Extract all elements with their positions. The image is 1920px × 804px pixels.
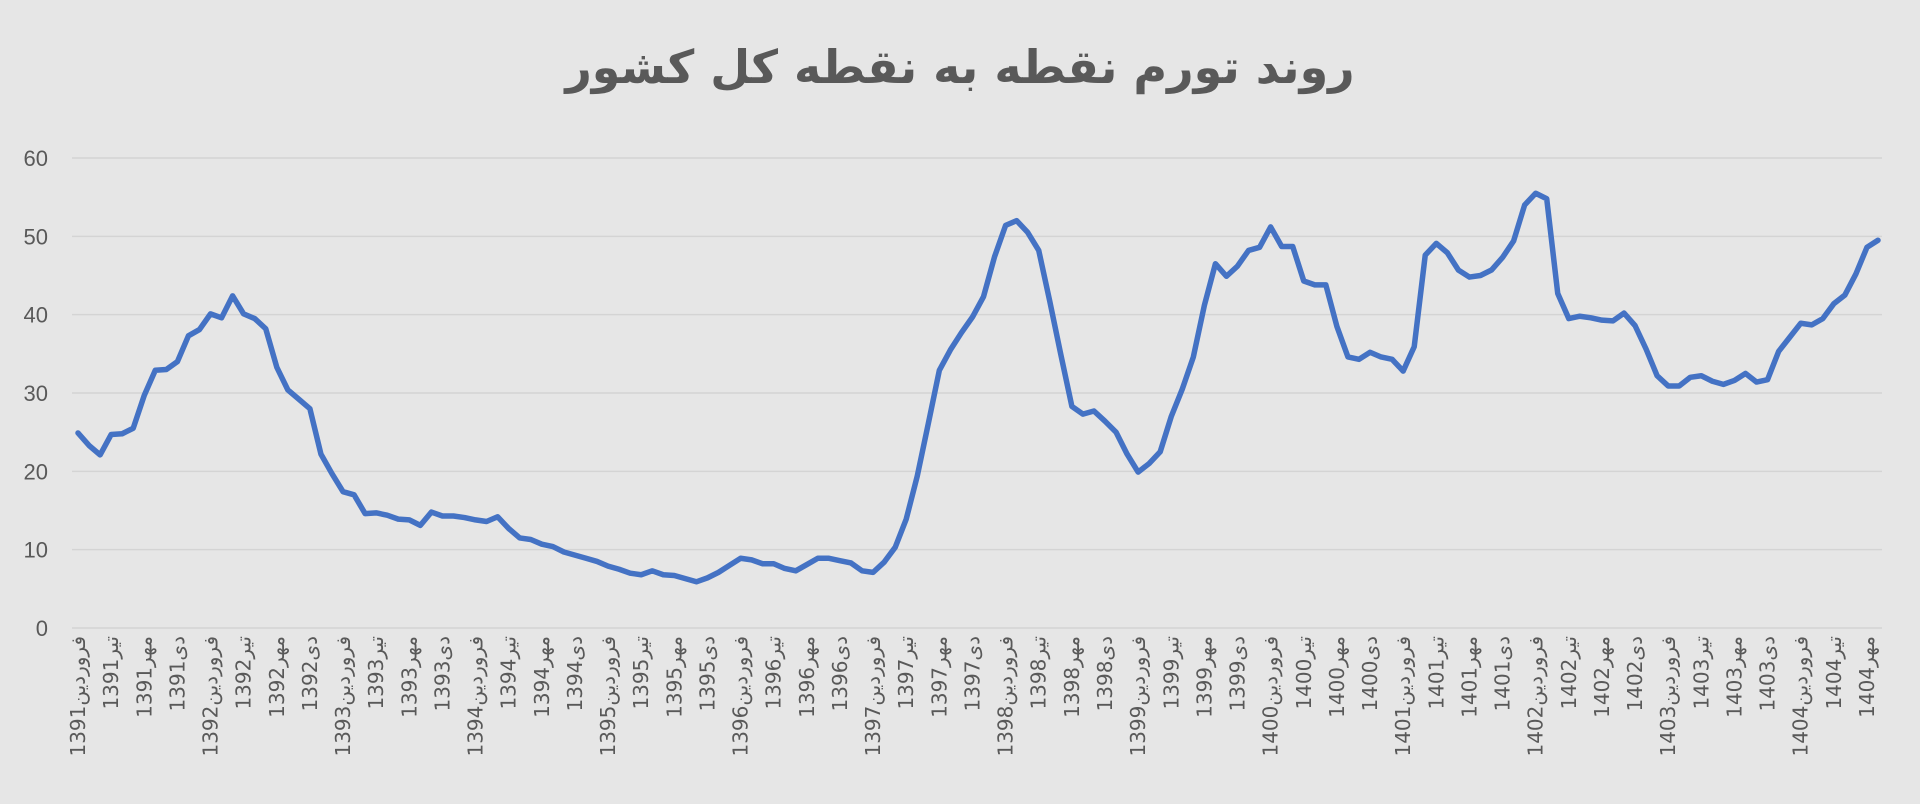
x-tick-label: تیر1396 — [762, 636, 786, 710]
x-tick-label: دی1400 — [1358, 636, 1382, 711]
x-tick-label: مهر1391 — [132, 636, 156, 718]
x-tick-label: تیر1395 — [629, 636, 653, 710]
x-tick-label: مهر1403 — [1722, 636, 1746, 718]
x-tick-label: فروردین1395 — [596, 636, 620, 757]
x-tick-label: فروردین1397 — [861, 636, 885, 757]
x-tick-label: فروردین1399 — [1126, 636, 1150, 757]
y-tick-label: 20 — [24, 459, 48, 484]
x-tick-label: مهر1394 — [530, 636, 554, 718]
y-tick-label: 30 — [24, 381, 48, 406]
x-tick-label: فروردین1392 — [199, 636, 223, 757]
x-tick-label: فروردین1394 — [464, 636, 488, 757]
x-tick-label: تیر1400 — [1292, 636, 1316, 710]
x-tick-label: تیر1403 — [1689, 636, 1713, 710]
x-tick-label: دی1395 — [695, 636, 719, 711]
x-tick-label: تیر1399 — [1159, 636, 1183, 710]
x-tick-label: مهر1400 — [1325, 636, 1349, 718]
x-tick-label: دی1403 — [1756, 636, 1780, 711]
x-tick-label: دی1391 — [165, 636, 189, 711]
x-tick-label: تیر1402 — [1557, 636, 1581, 710]
x-tick-label: تیر1397 — [894, 636, 918, 710]
x-tick-label: دی1401 — [1491, 636, 1515, 711]
x-tick-label: دی1392 — [298, 636, 322, 711]
x-tick-label: فروردین1404 — [1789, 636, 1813, 757]
series-line — [75, 190, 1881, 585]
x-tick-label: مهر1395 — [662, 636, 686, 718]
x-tick-label: فروردین1396 — [729, 636, 753, 757]
x-tick-label: تیر1392 — [232, 636, 256, 710]
x-tick-label: دی1398 — [1093, 636, 1117, 711]
x-tick-label: فروردین1391 — [66, 636, 90, 757]
x-tick-label: فروردین1402 — [1524, 636, 1548, 757]
x-tick-label: فروردین1403 — [1656, 636, 1680, 757]
chart-title: روند تورم نقطه به نقطه کل کشور — [565, 40, 1355, 94]
y-tick-label: 0 — [36, 616, 48, 641]
x-tick-label: فروردین1398 — [994, 636, 1018, 757]
y-tick-label: 40 — [24, 303, 48, 328]
x-tick-label: مهر1397 — [927, 636, 951, 718]
x-tick-label: مهر1401 — [1457, 636, 1481, 718]
x-tick-label: دی1393 — [430, 636, 454, 711]
x-tick-label: تیر1394 — [497, 636, 521, 710]
x-tick-label: فروردین1401 — [1391, 636, 1415, 757]
x-tick-label: دی1397 — [960, 636, 984, 711]
x-tick-label: دی1399 — [1226, 636, 1250, 711]
x-tick-label: مهر1402 — [1590, 636, 1614, 718]
x-tick-label: فروردین1400 — [1259, 636, 1283, 757]
x-tick-label: تیر1391 — [99, 636, 123, 710]
x-tick-label: تیر1393 — [364, 636, 388, 710]
x-tick-label: دی1396 — [828, 636, 852, 711]
x-tick-label: مهر1404 — [1855, 636, 1879, 718]
x-tick-label: مهر1392 — [265, 636, 289, 718]
x-tick-label: تیر1401 — [1424, 636, 1448, 710]
x-tick-label: تیر1398 — [1027, 636, 1051, 710]
x-tick-label: مهر1398 — [1060, 636, 1084, 718]
x-tick-label: دی1402 — [1623, 636, 1647, 711]
x-tick-label: تیر1404 — [1822, 636, 1846, 710]
y-tick-label: 10 — [24, 538, 48, 563]
y-tick-label: 60 — [24, 146, 48, 171]
x-tick-label: مهر1396 — [795, 636, 819, 718]
x-tick-label: مهر1393 — [397, 636, 421, 718]
x-tick-label: مهر1399 — [1192, 636, 1216, 718]
x-tick-label: فروردین1393 — [331, 636, 355, 757]
x-tick-label: دی1394 — [563, 636, 587, 711]
y-tick-label: 50 — [24, 224, 48, 249]
